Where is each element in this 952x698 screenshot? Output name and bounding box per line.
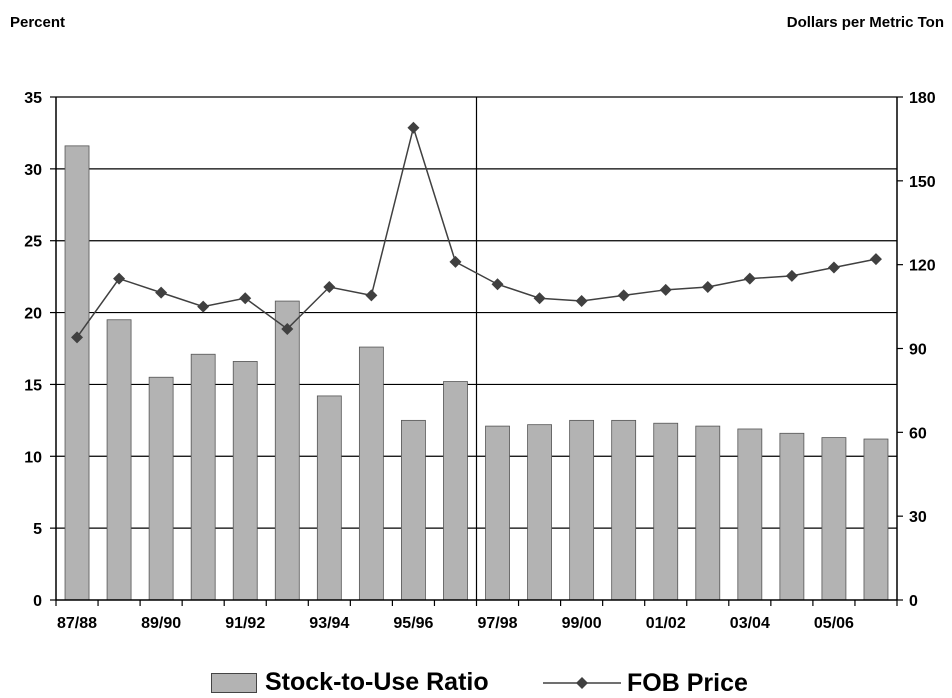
x-tick-label: 93/94 <box>309 615 349 632</box>
fob-price-point <box>71 331 84 344</box>
right-axis-unit-label: Dollars per Metric Ton <box>786 14 944 31</box>
right-tick-label: 90 <box>909 342 927 359</box>
fob-price-point <box>323 281 336 294</box>
fob-price-point <box>281 322 294 335</box>
left-tick-label: 25 <box>24 234 42 251</box>
right-tick-label: 120 <box>909 258 936 275</box>
bar <box>358 346 384 601</box>
left-tick-label: 20 <box>24 306 42 323</box>
fob-price-point <box>617 289 630 302</box>
x-tick-label: 89/90 <box>141 615 181 632</box>
x-tick-label: 05/06 <box>814 615 854 632</box>
fob-price-point <box>701 281 714 294</box>
fob-price-point <box>407 121 420 134</box>
bar <box>821 437 847 601</box>
x-tick-label: 87/88 <box>57 615 97 632</box>
bar <box>485 425 510 601</box>
x-tick-label: 01/02 <box>646 615 686 632</box>
fob-price-point <box>575 294 588 307</box>
fob-price-point <box>533 292 546 305</box>
bar <box>653 422 679 601</box>
bar <box>148 376 174 601</box>
fob-price-point <box>743 272 756 285</box>
bar <box>443 381 468 601</box>
fob-price-point <box>869 253 882 266</box>
fob-price-point <box>155 286 168 299</box>
right-tick-label: 0 <box>909 593 918 610</box>
x-tick-label: 03/04 <box>730 615 770 632</box>
bar <box>737 428 763 601</box>
fob-price-point <box>659 283 672 296</box>
bar <box>64 145 90 601</box>
right-tick-label: 150 <box>909 174 936 191</box>
left-axis-unit-label: Percent <box>10 14 66 31</box>
x-tick-label: 95/96 <box>393 615 433 632</box>
left-tick-label: 30 <box>24 162 42 179</box>
bar <box>106 319 132 601</box>
legend-item-line: FOB Price <box>543 668 748 698</box>
fob-price-point <box>113 272 126 285</box>
combo-chart: 0 5 10 15 20 25 30 35 0 30 60 90 120 150 180 87/88 89/90… <box>24 90 936 632</box>
left-tick-label: 10 <box>24 449 42 466</box>
right-tick-label: 30 <box>909 509 927 526</box>
legend-label-line: FOB Price <box>627 668 748 697</box>
fob-price-point <box>365 289 378 302</box>
legend-bar-swatch <box>211 672 257 693</box>
bar <box>569 419 595 601</box>
left-tick-label: 15 <box>24 377 42 394</box>
bar <box>527 424 552 601</box>
left-tick-label: 0 <box>33 593 42 610</box>
fob-price-point <box>449 255 462 268</box>
fob-price-point <box>827 261 840 274</box>
fob-price-point <box>491 278 504 291</box>
right-tick-label: 180 <box>909 90 936 107</box>
bar <box>779 432 805 601</box>
bar <box>401 419 426 601</box>
bar <box>190 353 216 601</box>
right-tick-label: 60 <box>909 425 927 442</box>
x-tick-label: 99/00 <box>562 615 602 632</box>
left-tick-label: 5 <box>33 521 42 538</box>
bar <box>316 395 342 601</box>
fob-price-point <box>197 300 210 313</box>
legend-line-swatch <box>543 677 621 689</box>
bar <box>863 438 889 601</box>
bar <box>611 419 637 601</box>
x-tick-label: 91/92 <box>225 615 265 632</box>
bar <box>232 361 258 601</box>
legend-label-bars: Stock-to-Use Ratio <box>265 668 489 696</box>
legend-item-bars: Stock-to-Use Ratio <box>211 668 489 697</box>
fob-price-point <box>239 292 252 305</box>
chart-legend: Stock-to-Use Ratio FOB Price <box>0 668 952 698</box>
fob-price-line <box>76 124 877 338</box>
left-tick-label: 35 <box>24 90 42 107</box>
bar <box>695 425 721 601</box>
x-tick-label: 97/98 <box>478 615 518 632</box>
fob-price-point <box>785 269 798 282</box>
bar <box>274 300 300 601</box>
